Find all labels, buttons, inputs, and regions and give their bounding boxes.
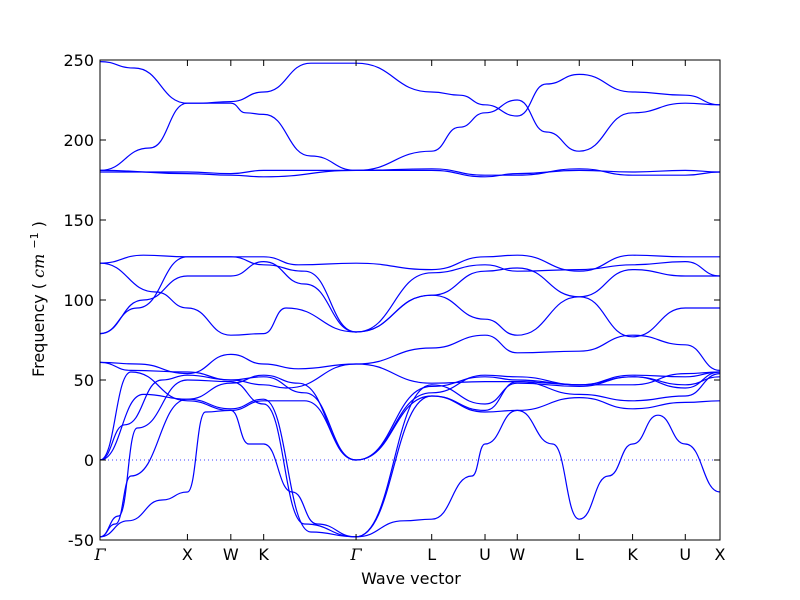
y-axis-label: Frequency ( cm −1 ) (23, 221, 48, 377)
x-tick-label: W (223, 545, 239, 564)
x-tick-label: U (679, 545, 691, 564)
y-tick-label: 200 (63, 131, 94, 150)
y-axis-label-exponent: −1 (28, 232, 41, 248)
y-tick-label: 0 (84, 451, 94, 470)
x-tick-label: X (715, 545, 726, 564)
band-line-9 (99, 334, 721, 389)
y-tick-label: 50 (74, 371, 94, 390)
y-tick-label: 150 (63, 211, 94, 230)
band-line-3 (99, 168, 721, 178)
band-line-5 (99, 254, 720, 272)
band-line-15 (99, 373, 721, 538)
x-tick-label: K (258, 545, 269, 564)
dispersion-lines (99, 61, 721, 538)
x-tick-label: U (479, 545, 491, 564)
x-tick-label: Γ (93, 545, 106, 564)
y-axis-label-open-paren: ( (29, 283, 48, 289)
band-line-14 (99, 409, 721, 538)
x-tick-label: X (182, 545, 193, 564)
x-tick-label: L (575, 545, 584, 564)
band-line-13 (99, 371, 721, 461)
y-axis-label-unit: cm (29, 254, 48, 278)
x-tick-label: W (509, 545, 525, 564)
band-line-1 (99, 61, 721, 117)
y-axis-label-close-paren: ) (29, 221, 48, 227)
y-axis-ticks: -50 0 50 100 150 200 250 (63, 51, 720, 550)
y-axis-label-text: Frequency (29, 294, 48, 377)
x-tick-label: L (427, 545, 436, 564)
y-tick-label: -50 (68, 531, 94, 550)
band-line-8 (99, 256, 720, 335)
x-axis-label: Wave vector (361, 569, 461, 588)
band-line-10 (99, 353, 721, 386)
x-tick-label: Γ (350, 545, 363, 564)
kpoint-separators (186, 60, 686, 540)
band-line-2 (99, 99, 721, 172)
band-line-4 (99, 169, 721, 178)
y-tick-label: 100 (63, 291, 94, 310)
y-tick-label: 250 (63, 51, 94, 70)
x-tick-label: K (627, 545, 638, 564)
band-line-7 (99, 260, 721, 335)
